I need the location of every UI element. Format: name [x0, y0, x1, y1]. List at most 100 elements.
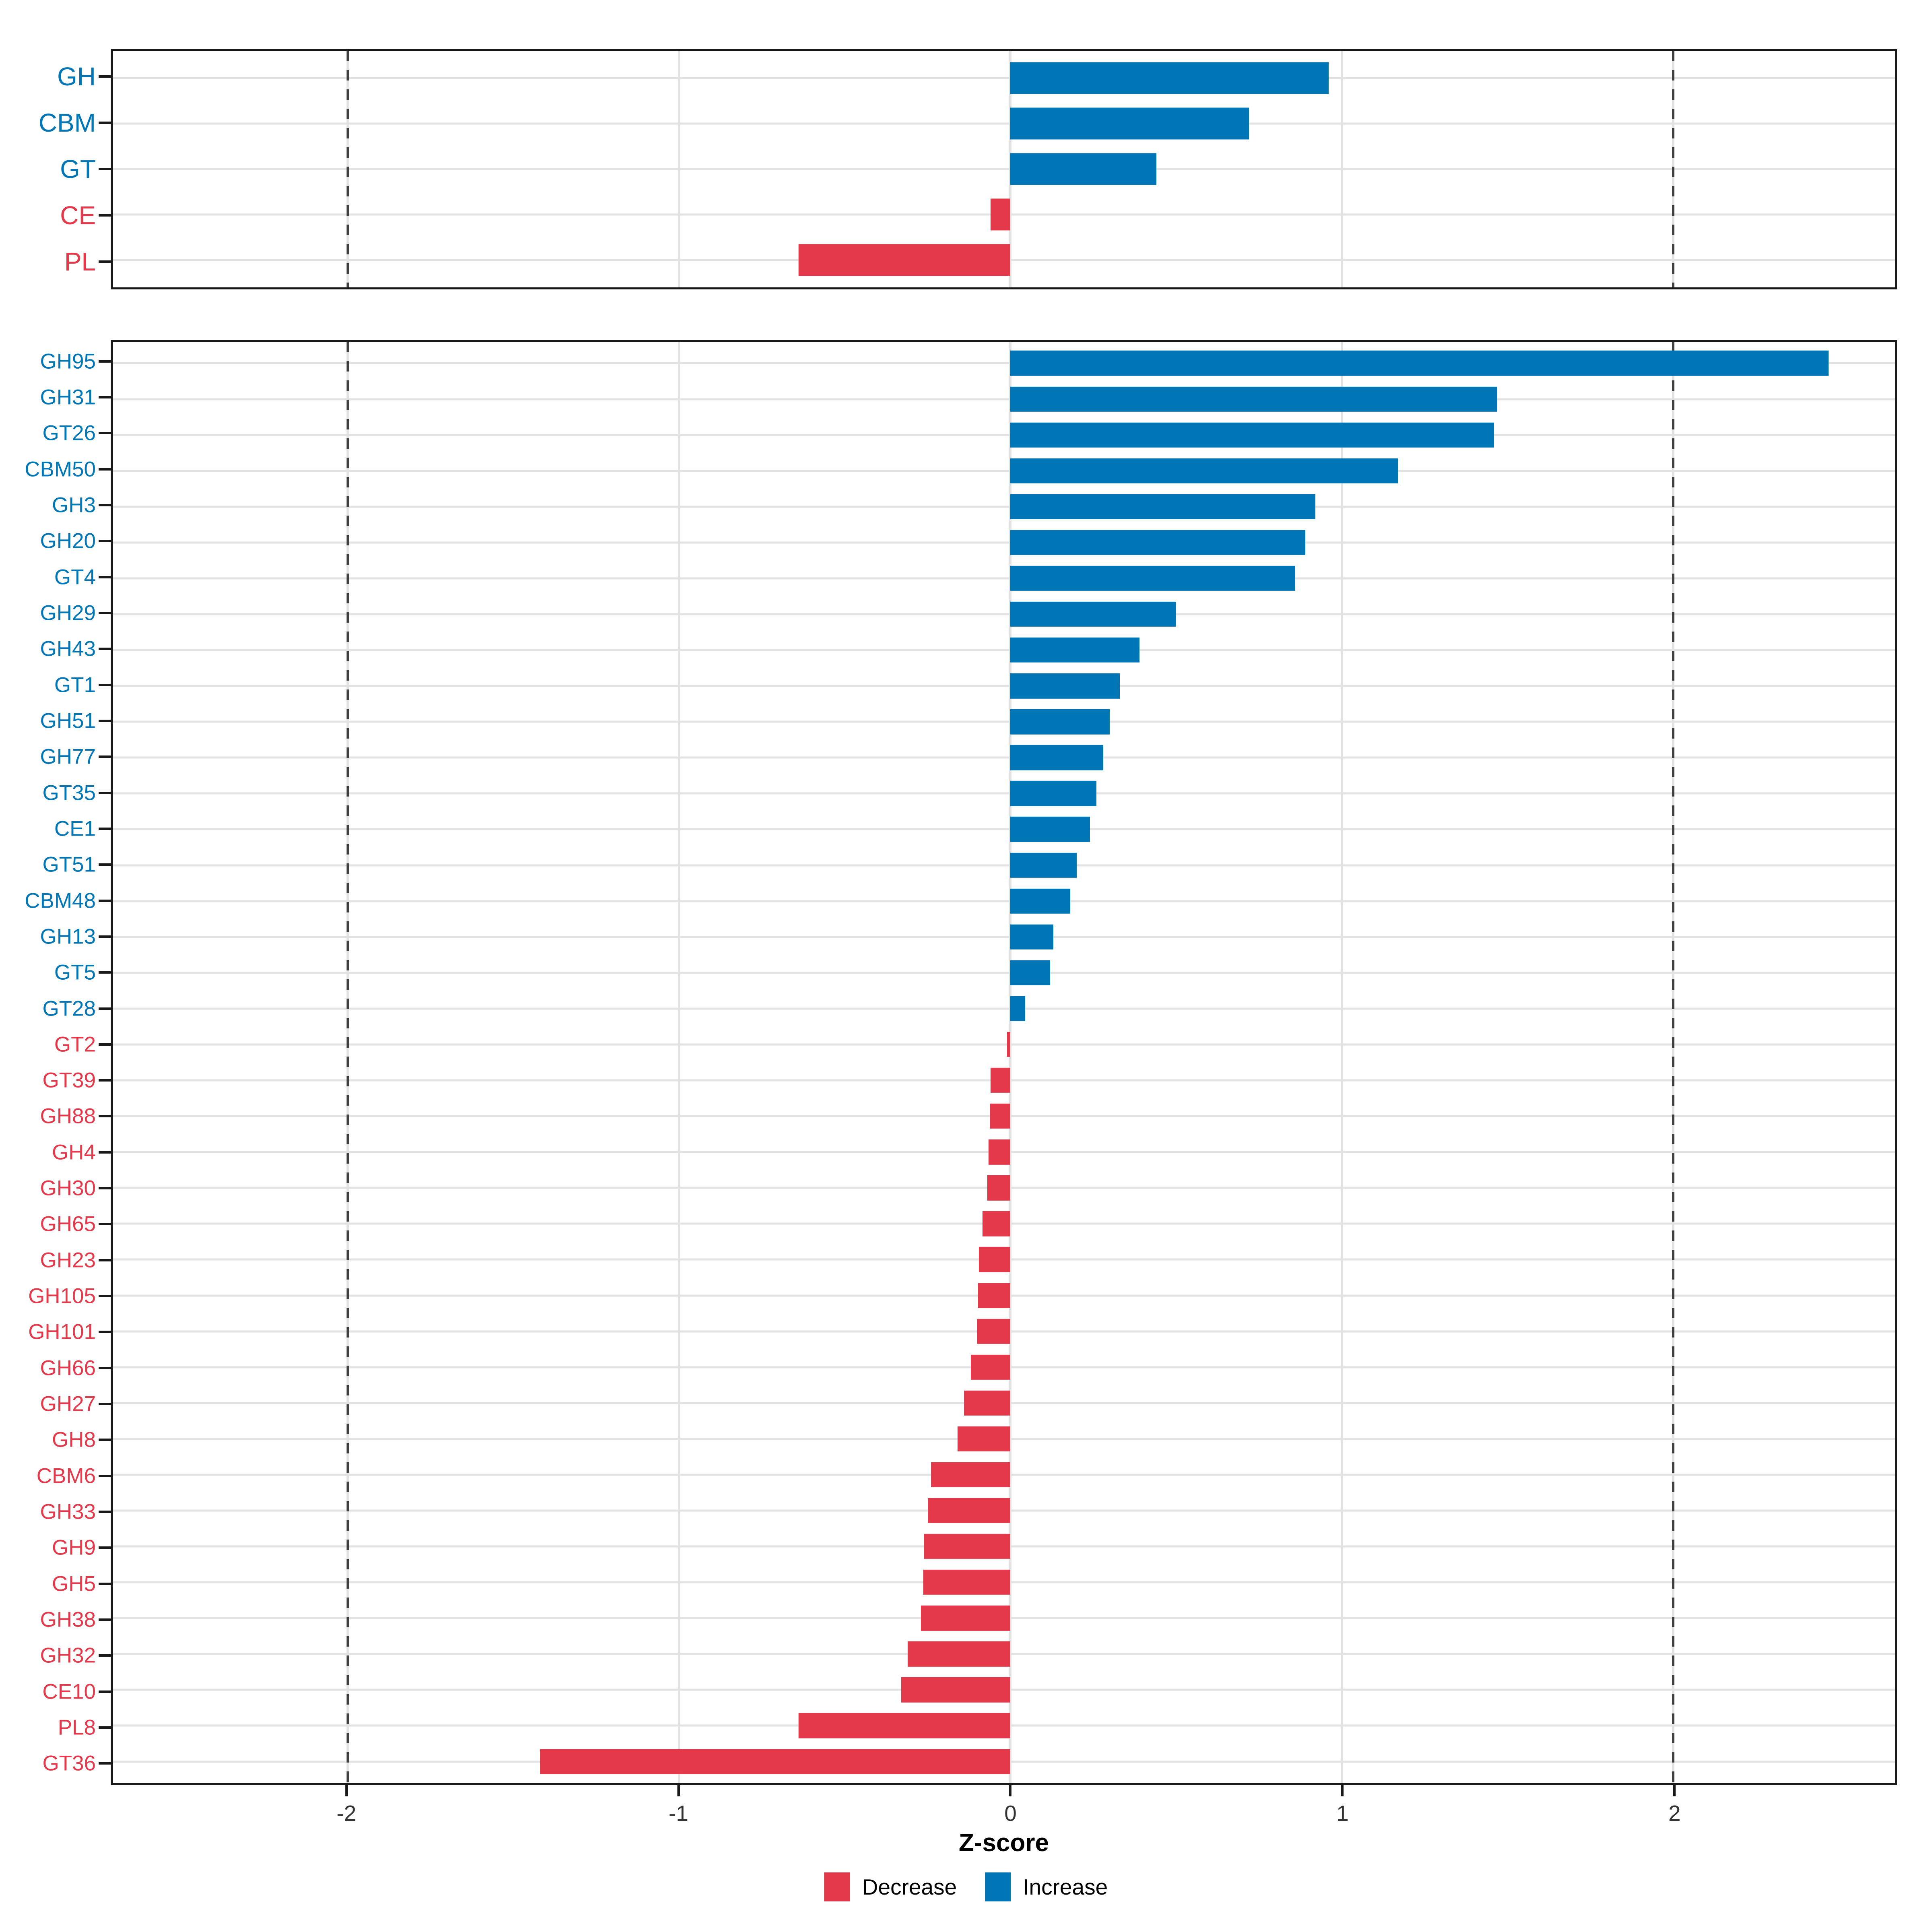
- y-label-GT: GT: [60, 155, 96, 184]
- bar-CE: [991, 198, 1011, 231]
- bar-GT2: [1007, 1032, 1011, 1057]
- y-tick-GT5: [99, 971, 111, 974]
- bar-GH66: [970, 1354, 1011, 1380]
- bar-GH77: [1010, 745, 1103, 770]
- x-tick-label-2: 2: [1668, 1801, 1681, 1826]
- x-tick--2: [345, 1785, 348, 1796]
- y-tick-GT28: [99, 1007, 111, 1010]
- y-label-GH38: GH38: [40, 1608, 96, 1632]
- y-tick-GH65: [99, 1223, 111, 1226]
- y-label-CE: CE: [60, 201, 96, 230]
- x-tick--1: [677, 1785, 680, 1796]
- y-label-GT39: GT39: [42, 1068, 96, 1092]
- row-gridline-GH20: [113, 541, 1895, 544]
- row-gridline-GT35: [113, 792, 1895, 795]
- bar-CBM48: [1010, 888, 1070, 914]
- bar-GH3: [1010, 494, 1315, 519]
- bar-GH51: [1010, 709, 1110, 735]
- bar-GH9: [924, 1534, 1011, 1559]
- x-tick-1: [1341, 1785, 1344, 1796]
- row-gridline-GT28: [113, 1007, 1895, 1010]
- bar-GT28: [1010, 996, 1026, 1022]
- row-gridline-GH95: [113, 362, 1895, 364]
- row-gridline-CBM50: [113, 470, 1895, 472]
- y-label-GH30: GH30: [40, 1176, 96, 1200]
- vertical-gridline--1: [678, 342, 681, 1783]
- increase-swatch: [985, 1872, 1011, 1901]
- bar-GH: [1010, 62, 1329, 94]
- y-tick-CE10: [99, 1690, 111, 1693]
- legend: Decrease Increase: [0, 1872, 1932, 1901]
- y-label-GT36: GT36: [42, 1751, 96, 1775]
- bar-GT4: [1010, 566, 1296, 591]
- y-tick-GH8: [99, 1439, 111, 1441]
- y-tick-PL: [99, 260, 111, 263]
- y-tick-GH38: [99, 1618, 111, 1621]
- panel-subfamily-level: [111, 340, 1897, 1785]
- y-label-GT4: GT4: [54, 565, 96, 589]
- x-tick-label--2: -2: [336, 1801, 357, 1826]
- y-label-GH95: GH95: [40, 349, 96, 374]
- row-gridline-GT4: [113, 577, 1895, 580]
- y-label-GH88: GH88: [40, 1104, 96, 1128]
- bar-GH32: [908, 1641, 1011, 1667]
- bar-PL8: [798, 1713, 1011, 1738]
- y-tick-GH43: [99, 648, 111, 650]
- row-gridline-GH: [113, 77, 1895, 79]
- x-tick-label-0: 0: [1004, 1801, 1017, 1826]
- y-tick-CE1: [99, 827, 111, 830]
- y-label-GT5: GT5: [54, 960, 96, 985]
- y-label-CBM48: CBM48: [25, 889, 96, 913]
- dashed-reference-line--2: [347, 342, 349, 1783]
- row-gridline-GH29: [113, 613, 1895, 615]
- row-gridline-GH77: [113, 756, 1895, 759]
- row-gridline-GH51: [113, 720, 1895, 723]
- row-gridline-GH31: [113, 398, 1895, 400]
- y-label-GH3: GH3: [52, 493, 96, 517]
- bar-GH38: [921, 1606, 1011, 1631]
- row-gridline-GT1: [113, 685, 1895, 687]
- bar-GH43: [1010, 637, 1140, 663]
- y-label-GT35: GT35: [42, 781, 96, 805]
- x-tick-0: [1009, 1785, 1012, 1796]
- row-gridline-GT: [113, 168, 1895, 170]
- y-label-GH32: GH32: [40, 1643, 96, 1668]
- legend-item-decrease: Decrease: [824, 1872, 957, 1901]
- y-label-GH65: GH65: [40, 1212, 96, 1236]
- row-gridline-GT51: [113, 864, 1895, 867]
- y-label-GT26: GT26: [42, 421, 96, 445]
- bar-GT35: [1010, 781, 1097, 806]
- y-tick-GT26: [99, 432, 111, 435]
- y-label-GH8: GH8: [52, 1428, 96, 1452]
- bar-GH5: [923, 1569, 1011, 1595]
- vertical-gridline-0: [1009, 342, 1012, 1783]
- y-tick-CBM48: [99, 899, 111, 902]
- y-tick-GH51: [99, 719, 111, 722]
- y-tick-GH27: [99, 1403, 111, 1406]
- x-tick-label-1: 1: [1336, 1801, 1349, 1826]
- bar-GT51: [1010, 852, 1077, 878]
- bar-GH31: [1010, 386, 1498, 412]
- bar-PL: [798, 244, 1011, 276]
- y-tick-GT4: [99, 576, 111, 578]
- panel-family-level: [111, 49, 1897, 289]
- row-gridline-GT5: [113, 972, 1895, 974]
- bar-GH13: [1010, 924, 1054, 949]
- bar-CBM: [1010, 107, 1249, 140]
- y-label-CBM6: CBM6: [36, 1464, 96, 1488]
- y-label-GH4: GH4: [52, 1140, 96, 1164]
- bar-GT1: [1010, 673, 1120, 699]
- y-label-PL: PL: [64, 247, 96, 276]
- y-label-GH29: GH29: [40, 601, 96, 625]
- y-label-GH27: GH27: [40, 1392, 96, 1416]
- y-tick-GT51: [99, 863, 111, 866]
- y-tick-GH4: [99, 1151, 111, 1154]
- y-tick-GT: [99, 168, 111, 170]
- legend-label-decrease: Decrease: [862, 1874, 957, 1899]
- y-tick-GH: [99, 75, 111, 78]
- legend-item-increase: Increase: [985, 1872, 1108, 1901]
- y-label-GH66: GH66: [40, 1356, 96, 1380]
- bar-GT5: [1010, 960, 1051, 985]
- y-tick-GH3: [99, 504, 111, 506]
